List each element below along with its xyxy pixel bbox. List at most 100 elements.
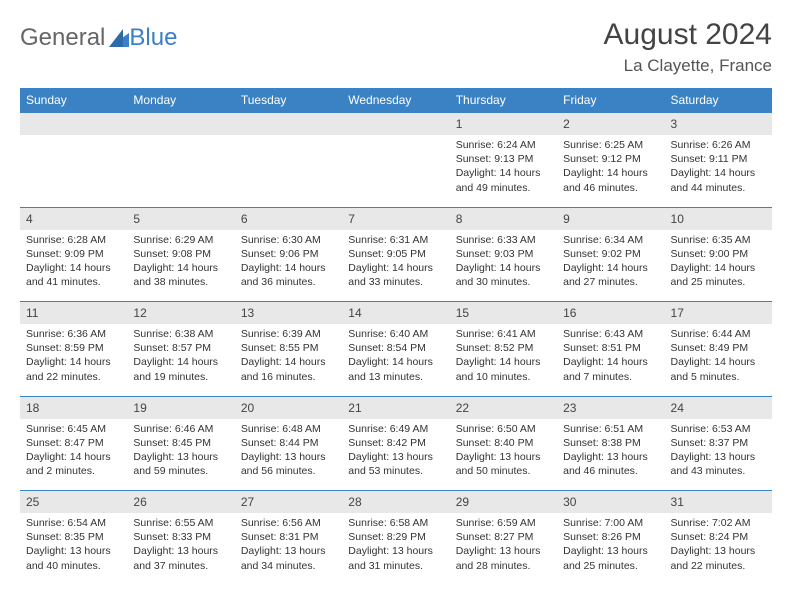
day-number: 7 bbox=[342, 207, 449, 230]
day-header: Monday bbox=[127, 88, 234, 113]
calendar-table: SundayMondayTuesdayWednesdayThursdayFrid… bbox=[20, 88, 772, 585]
week-number-row: 11121314151617 bbox=[20, 302, 772, 325]
day-header-row: SundayMondayTuesdayWednesdayThursdayFrid… bbox=[20, 88, 772, 113]
sunrise-text: Sunrise: 6:31 AM bbox=[348, 233, 443, 247]
day-number bbox=[235, 113, 342, 136]
sunrise-text: Sunrise: 6:38 AM bbox=[133, 327, 228, 341]
day-cell: Sunrise: 6:41 AMSunset: 8:52 PMDaylight:… bbox=[450, 324, 557, 396]
sunset-text: Sunset: 9:05 PM bbox=[348, 247, 443, 261]
day-cell: Sunrise: 6:44 AMSunset: 8:49 PMDaylight:… bbox=[665, 324, 772, 396]
day-cell: Sunrise: 6:39 AMSunset: 8:55 PMDaylight:… bbox=[235, 324, 342, 396]
day-number: 3 bbox=[665, 113, 772, 136]
sunset-text: Sunset: 8:51 PM bbox=[563, 341, 658, 355]
daylight-text: Daylight: 14 hours and 44 minutes. bbox=[671, 166, 766, 194]
day-number: 2 bbox=[557, 113, 664, 136]
day-cell: Sunrise: 6:31 AMSunset: 9:05 PMDaylight:… bbox=[342, 230, 449, 302]
day-cell: Sunrise: 6:43 AMSunset: 8:51 PMDaylight:… bbox=[557, 324, 664, 396]
day-cell: Sunrise: 6:51 AMSunset: 8:38 PMDaylight:… bbox=[557, 419, 664, 491]
daylight-text: Daylight: 14 hours and 36 minutes. bbox=[241, 261, 336, 289]
day-number: 23 bbox=[557, 396, 664, 419]
week-number-row: 123 bbox=[20, 113, 772, 136]
sunrise-text: Sunrise: 6:41 AM bbox=[456, 327, 551, 341]
sunset-text: Sunset: 9:03 PM bbox=[456, 247, 551, 261]
day-number: 18 bbox=[20, 396, 127, 419]
sunset-text: Sunset: 8:26 PM bbox=[563, 530, 658, 544]
day-number: 6 bbox=[235, 207, 342, 230]
week-number-row: 25262728293031 bbox=[20, 491, 772, 514]
day-cell: Sunrise: 6:56 AMSunset: 8:31 PMDaylight:… bbox=[235, 513, 342, 585]
day-number: 9 bbox=[557, 207, 664, 230]
sunset-text: Sunset: 8:24 PM bbox=[671, 530, 766, 544]
day-cell: Sunrise: 6:46 AMSunset: 8:45 PMDaylight:… bbox=[127, 419, 234, 491]
title-block: August 2024 La Clayette, France bbox=[604, 18, 772, 76]
sunrise-text: Sunrise: 6:59 AM bbox=[456, 516, 551, 530]
day-cell: Sunrise: 6:29 AMSunset: 9:08 PMDaylight:… bbox=[127, 230, 234, 302]
sunrise-text: Sunrise: 6:53 AM bbox=[671, 422, 766, 436]
sunrise-text: Sunrise: 6:49 AM bbox=[348, 422, 443, 436]
week-detail-row: Sunrise: 6:28 AMSunset: 9:09 PMDaylight:… bbox=[20, 230, 772, 302]
daylight-text: Daylight: 14 hours and 49 minutes. bbox=[456, 166, 551, 194]
day-number: 17 bbox=[665, 302, 772, 325]
sunset-text: Sunset: 8:29 PM bbox=[348, 530, 443, 544]
sunset-text: Sunset: 8:59 PM bbox=[26, 341, 121, 355]
day-cell: Sunrise: 6:48 AMSunset: 8:44 PMDaylight:… bbox=[235, 419, 342, 491]
sunrise-text: Sunrise: 6:45 AM bbox=[26, 422, 121, 436]
sunrise-text: Sunrise: 6:26 AM bbox=[671, 138, 766, 152]
sunrise-text: Sunrise: 6:35 AM bbox=[671, 233, 766, 247]
day-number: 1 bbox=[450, 113, 557, 136]
day-cell: Sunrise: 6:25 AMSunset: 9:12 PMDaylight:… bbox=[557, 135, 664, 207]
day-number: 25 bbox=[20, 491, 127, 514]
daylight-text: Daylight: 13 hours and 28 minutes. bbox=[456, 544, 551, 572]
day-cell: Sunrise: 6:58 AMSunset: 8:29 PMDaylight:… bbox=[342, 513, 449, 585]
daylight-text: Daylight: 14 hours and 33 minutes. bbox=[348, 261, 443, 289]
day-number: 31 bbox=[665, 491, 772, 514]
day-cell: Sunrise: 6:38 AMSunset: 8:57 PMDaylight:… bbox=[127, 324, 234, 396]
sunset-text: Sunset: 8:55 PM bbox=[241, 341, 336, 355]
day-number: 28 bbox=[342, 491, 449, 514]
day-cell: Sunrise: 6:34 AMSunset: 9:02 PMDaylight:… bbox=[557, 230, 664, 302]
daylight-text: Daylight: 14 hours and 25 minutes. bbox=[671, 261, 766, 289]
day-cell: Sunrise: 6:50 AMSunset: 8:40 PMDaylight:… bbox=[450, 419, 557, 491]
day-cell: Sunrise: 6:53 AMSunset: 8:37 PMDaylight:… bbox=[665, 419, 772, 491]
day-number: 16 bbox=[557, 302, 664, 325]
sunset-text: Sunset: 8:33 PM bbox=[133, 530, 228, 544]
day-cell bbox=[235, 135, 342, 207]
week-number-row: 45678910 bbox=[20, 207, 772, 230]
day-number: 14 bbox=[342, 302, 449, 325]
sunset-text: Sunset: 8:42 PM bbox=[348, 436, 443, 450]
sunrise-text: Sunrise: 6:25 AM bbox=[563, 138, 658, 152]
daylight-text: Daylight: 14 hours and 5 minutes. bbox=[671, 355, 766, 383]
sunset-text: Sunset: 8:44 PM bbox=[241, 436, 336, 450]
daylight-text: Daylight: 13 hours and 59 minutes. bbox=[133, 450, 228, 478]
day-cell: Sunrise: 7:00 AMSunset: 8:26 PMDaylight:… bbox=[557, 513, 664, 585]
sunset-text: Sunset: 9:06 PM bbox=[241, 247, 336, 261]
day-number: 19 bbox=[127, 396, 234, 419]
sunrise-text: Sunrise: 6:36 AM bbox=[26, 327, 121, 341]
sunrise-text: Sunrise: 6:50 AM bbox=[456, 422, 551, 436]
sunrise-text: Sunrise: 6:54 AM bbox=[26, 516, 121, 530]
logo-icon bbox=[109, 29, 129, 47]
sunset-text: Sunset: 9:13 PM bbox=[456, 152, 551, 166]
sunrise-text: Sunrise: 7:02 AM bbox=[671, 516, 766, 530]
sunset-text: Sunset: 8:35 PM bbox=[26, 530, 121, 544]
day-number: 5 bbox=[127, 207, 234, 230]
day-header: Sunday bbox=[20, 88, 127, 113]
sunrise-text: Sunrise: 6:43 AM bbox=[563, 327, 658, 341]
sunset-text: Sunset: 8:57 PM bbox=[133, 341, 228, 355]
calendar-body: 123Sunrise: 6:24 AMSunset: 9:13 PMDaylig… bbox=[20, 113, 772, 586]
day-number: 13 bbox=[235, 302, 342, 325]
day-number bbox=[127, 113, 234, 136]
day-cell: Sunrise: 6:54 AMSunset: 8:35 PMDaylight:… bbox=[20, 513, 127, 585]
day-cell: Sunrise: 6:35 AMSunset: 9:00 PMDaylight:… bbox=[665, 230, 772, 302]
sunset-text: Sunset: 8:37 PM bbox=[671, 436, 766, 450]
sunrise-text: Sunrise: 6:55 AM bbox=[133, 516, 228, 530]
day-header: Wednesday bbox=[342, 88, 449, 113]
logo-text-2: Blue bbox=[129, 24, 177, 52]
day-number: 4 bbox=[20, 207, 127, 230]
day-cell: Sunrise: 6:26 AMSunset: 9:11 PMDaylight:… bbox=[665, 135, 772, 207]
sunrise-text: Sunrise: 6:30 AM bbox=[241, 233, 336, 247]
sunrise-text: Sunrise: 6:24 AM bbox=[456, 138, 551, 152]
day-cell: Sunrise: 6:33 AMSunset: 9:03 PMDaylight:… bbox=[450, 230, 557, 302]
sunset-text: Sunset: 8:47 PM bbox=[26, 436, 121, 450]
day-cell: Sunrise: 6:49 AMSunset: 8:42 PMDaylight:… bbox=[342, 419, 449, 491]
